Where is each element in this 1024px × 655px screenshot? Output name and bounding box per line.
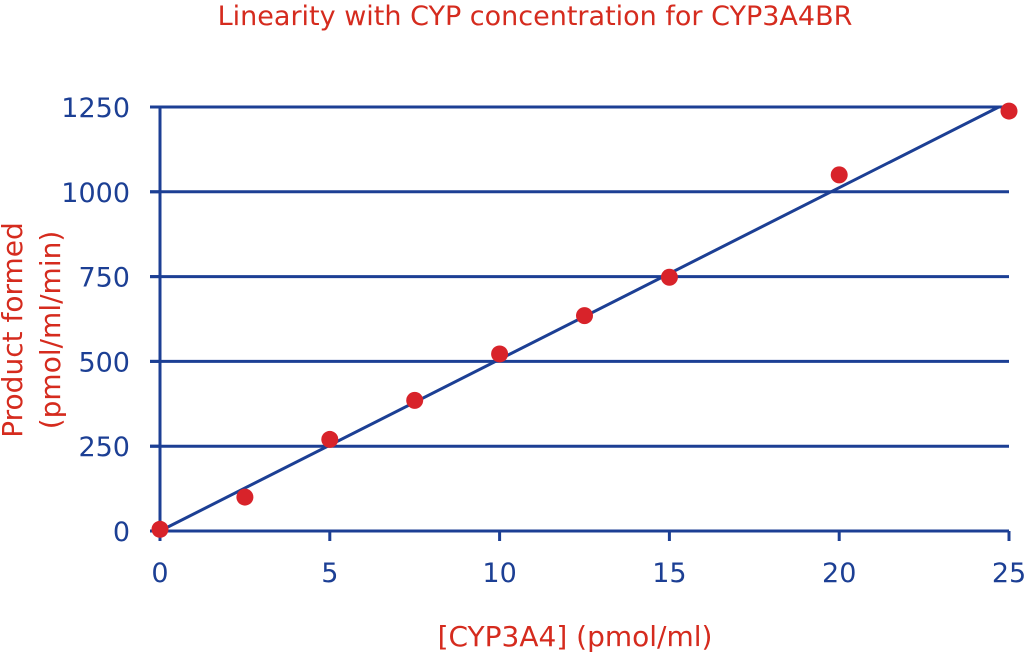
data-point <box>236 488 254 506</box>
data-point <box>406 391 424 409</box>
x-tick-label: 25 <box>992 558 1024 589</box>
y-tick-label: 750 <box>78 263 130 294</box>
data-point <box>660 268 678 286</box>
y-tick-label: 0 <box>113 517 130 548</box>
x-tick-labels: 0 5 10 15 20 25 <box>151 558 1024 589</box>
x-tick-label: 10 <box>482 558 516 589</box>
data-point <box>491 345 509 363</box>
data-point <box>830 166 848 184</box>
y-axis-label-line1: Product formed <box>0 222 29 438</box>
chart-title: Linearity with CYP concentration for CYP… <box>218 1 853 32</box>
y-tick-label: 500 <box>78 347 130 378</box>
grid-lines <box>150 105 1009 448</box>
x-tick-label: 5 <box>321 558 338 589</box>
x-tick-label: 20 <box>822 558 856 589</box>
x-tick-label: 0 <box>151 558 168 589</box>
data-point <box>576 307 593 325</box>
data-points <box>151 102 1018 538</box>
y-axis-label-group: Product formed (pmol/ml/min) <box>0 222 67 438</box>
y-axis-label-line2: (pmol/ml/min) <box>34 231 67 430</box>
x-axis-label: [CYP3A4] (pmol/ml) <box>438 620 713 653</box>
data-point <box>151 520 169 538</box>
y-tick-label: 1250 <box>61 93 130 124</box>
data-point <box>1000 102 1018 120</box>
axes <box>150 105 1011 541</box>
y-tick-label: 1000 <box>61 178 130 209</box>
y-tick-labels: 0 250 500 750 1000 1250 <box>61 93 130 548</box>
y-tick-label: 250 <box>78 432 130 463</box>
x-tick-label: 15 <box>652 558 686 589</box>
data-point <box>321 430 339 448</box>
